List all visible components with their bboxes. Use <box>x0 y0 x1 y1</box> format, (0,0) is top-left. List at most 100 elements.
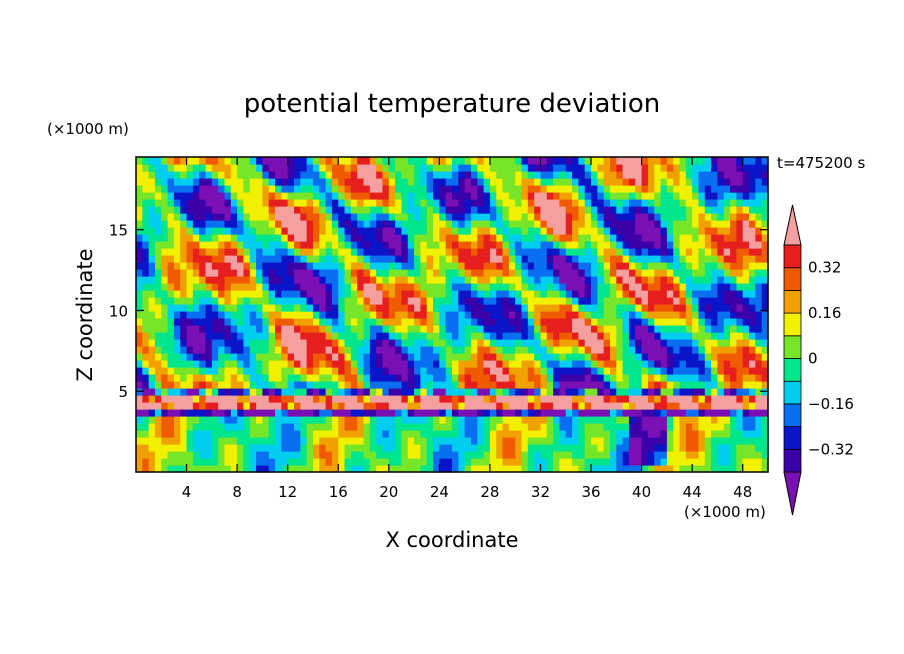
field-cell <box>452 402 459 410</box>
field-cell <box>319 423 327 431</box>
field-cell <box>262 458 270 466</box>
field-cell <box>338 297 346 305</box>
field-cell <box>420 185 428 193</box>
field-cell <box>603 192 611 200</box>
field-cell <box>249 360 257 368</box>
field-cell <box>647 458 655 466</box>
field-cell <box>723 276 731 284</box>
field-cell <box>565 360 573 368</box>
field-cell <box>540 381 548 389</box>
field-cell <box>685 192 693 200</box>
field-cell <box>344 185 352 193</box>
field-cell <box>660 423 668 431</box>
field-cell <box>730 458 737 466</box>
field-cell <box>268 430 276 438</box>
field-cell <box>559 164 567 172</box>
field-cell <box>717 164 725 172</box>
field-cell <box>502 423 510 431</box>
field-cell <box>546 262 554 270</box>
field-cell <box>647 192 655 200</box>
field-cell <box>616 283 624 291</box>
field-cell <box>249 248 257 256</box>
field-cell <box>281 290 289 298</box>
field-cell <box>654 325 662 333</box>
field-cell <box>458 402 466 410</box>
field-cell <box>685 311 693 319</box>
field-cell <box>287 325 295 333</box>
field-cell <box>306 402 314 410</box>
field-cell <box>736 395 744 403</box>
field-cell <box>749 227 756 235</box>
field-cell <box>319 227 327 235</box>
field-cell <box>154 171 162 179</box>
field-cell <box>325 437 333 445</box>
field-cell <box>685 297 693 305</box>
field-cell <box>154 360 162 368</box>
field-cell <box>306 451 314 459</box>
field-cell <box>338 255 346 263</box>
field-cell <box>167 374 175 382</box>
field-cell <box>325 192 333 200</box>
field-cell <box>666 360 674 368</box>
field-cell <box>262 360 270 368</box>
field-cell <box>666 276 674 284</box>
field-cell <box>527 262 535 270</box>
field-cell <box>287 164 295 172</box>
field-cell <box>692 178 700 186</box>
field-cell <box>180 269 188 277</box>
field-cell <box>597 325 605 333</box>
field-cell <box>338 262 346 270</box>
field-cell <box>249 318 257 326</box>
field-cell <box>218 388 226 396</box>
field-cell <box>736 185 744 193</box>
field-cell <box>294 192 301 200</box>
field-cell <box>180 388 188 396</box>
field-cell <box>344 304 352 312</box>
field-cell <box>199 290 207 298</box>
field-cell <box>382 213 390 221</box>
field-cell <box>319 430 327 438</box>
field-cell <box>161 437 169 445</box>
field-cell <box>357 297 365 305</box>
field-cell <box>363 353 371 361</box>
field-cell <box>268 199 276 207</box>
field-cell <box>300 227 308 235</box>
field-cell <box>439 248 447 256</box>
field-cell <box>275 374 282 382</box>
field-cell <box>148 339 156 347</box>
field-cell <box>761 276 769 284</box>
field-cell <box>692 304 700 312</box>
field-cell <box>711 325 719 333</box>
field-cell <box>489 339 497 347</box>
field-cell <box>470 269 478 277</box>
field-cell <box>154 248 162 256</box>
field-cell <box>628 346 636 354</box>
field-cell <box>148 171 156 179</box>
field-cell <box>230 381 238 389</box>
field-cell <box>376 395 384 403</box>
field-cell <box>439 241 447 249</box>
field-cell <box>363 220 371 228</box>
field-cell <box>420 423 428 431</box>
field-cell <box>515 178 523 186</box>
field-cell <box>420 430 428 438</box>
field-cell <box>692 388 700 396</box>
field-cell <box>395 269 403 277</box>
field-cell <box>565 262 573 270</box>
field-cell <box>572 444 579 452</box>
field-cell <box>388 388 396 396</box>
field-cell <box>496 262 504 270</box>
field-cell <box>755 423 763 431</box>
field-cell <box>319 346 327 354</box>
field-cell <box>628 465 636 473</box>
field-cell <box>483 297 491 305</box>
field-cell <box>559 388 567 396</box>
field-cell <box>641 213 649 221</box>
field-cell <box>584 262 592 270</box>
field-cell <box>294 178 301 186</box>
field-cell <box>717 213 725 221</box>
field-cell <box>395 185 403 193</box>
field-cell <box>464 213 472 221</box>
field-cell <box>439 465 447 473</box>
field-cell <box>635 430 643 438</box>
